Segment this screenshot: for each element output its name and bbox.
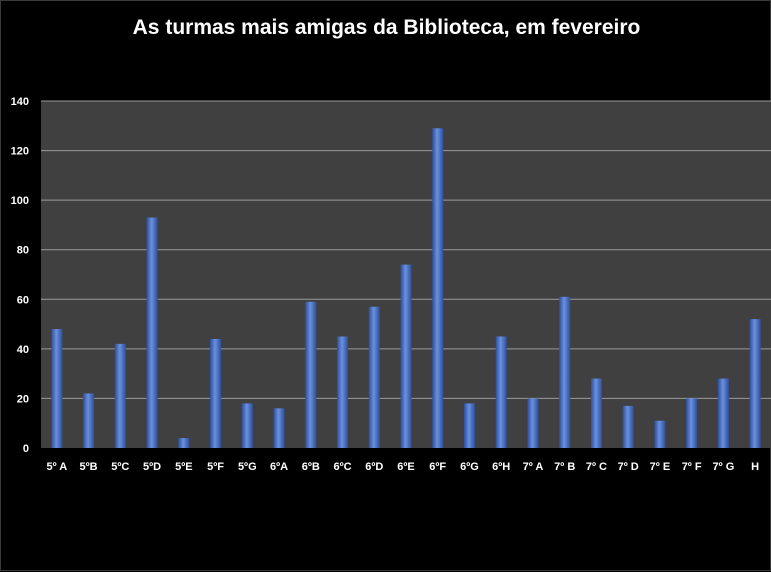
x-tick-label: 7º G xyxy=(713,461,735,473)
x-tick-label: 6ºC xyxy=(333,461,351,473)
x-tick-label: 5ºF xyxy=(207,461,224,473)
x-tick-label: 6ºH xyxy=(492,461,510,473)
bar xyxy=(178,438,190,448)
y-tick-label: 140 xyxy=(11,96,29,108)
bar xyxy=(654,420,666,448)
y-tick-label: 40 xyxy=(17,344,29,356)
x-tick-label: 5ºC xyxy=(111,461,129,473)
x-tick-label: 6ºD xyxy=(365,461,383,473)
bar xyxy=(273,408,285,448)
bar xyxy=(51,329,63,448)
x-tick-label: 6ºA xyxy=(270,461,288,473)
x-tick-label: 5ºG xyxy=(238,461,257,473)
y-tick-label: 60 xyxy=(17,294,29,306)
bar xyxy=(559,296,571,448)
x-tick-label: 7º F xyxy=(682,461,702,473)
y-tick-label: 120 xyxy=(11,146,29,158)
bar xyxy=(590,378,602,448)
bar xyxy=(305,301,317,448)
bar xyxy=(241,403,253,448)
bar xyxy=(527,398,539,448)
x-tick-label: 6ºF xyxy=(429,461,446,473)
bar xyxy=(83,393,95,448)
y-tick-label: 100 xyxy=(11,195,29,207)
bar xyxy=(622,405,634,448)
x-tick-label: 6ºG xyxy=(460,461,479,473)
x-tick-label: 5ºD xyxy=(143,461,161,473)
x-tick-label: 5º A xyxy=(47,461,68,473)
x-tick-label: 5ºB xyxy=(80,461,98,473)
bar xyxy=(368,306,380,448)
chart-title: As turmas mais amigas da Biblioteca, em … xyxy=(132,16,641,39)
bar xyxy=(717,378,729,448)
y-tick-label: 20 xyxy=(17,393,29,405)
x-tick-label: 6ºE xyxy=(397,461,414,473)
x-tick-label: 7º C xyxy=(586,461,607,473)
bar xyxy=(432,128,444,448)
bar xyxy=(114,343,126,448)
bar xyxy=(146,217,158,448)
x-tick-label: 7º E xyxy=(650,461,671,473)
bar xyxy=(495,336,507,448)
bar xyxy=(463,403,475,448)
y-tick-label: 0 xyxy=(23,443,29,455)
bar xyxy=(686,398,698,448)
y-tick-label: 80 xyxy=(17,245,29,257)
bar xyxy=(210,338,222,448)
x-tick-label: 5ºE xyxy=(175,461,192,473)
bar xyxy=(400,264,412,448)
x-tick-label: 7º D xyxy=(618,461,639,473)
bar xyxy=(749,319,761,448)
x-tick-label: 6ºB xyxy=(302,461,320,473)
bar xyxy=(337,336,349,448)
x-tick-label: 7º B xyxy=(554,461,575,473)
x-tick-label: H xyxy=(751,461,759,473)
x-tick-label: 7º A xyxy=(523,461,544,473)
